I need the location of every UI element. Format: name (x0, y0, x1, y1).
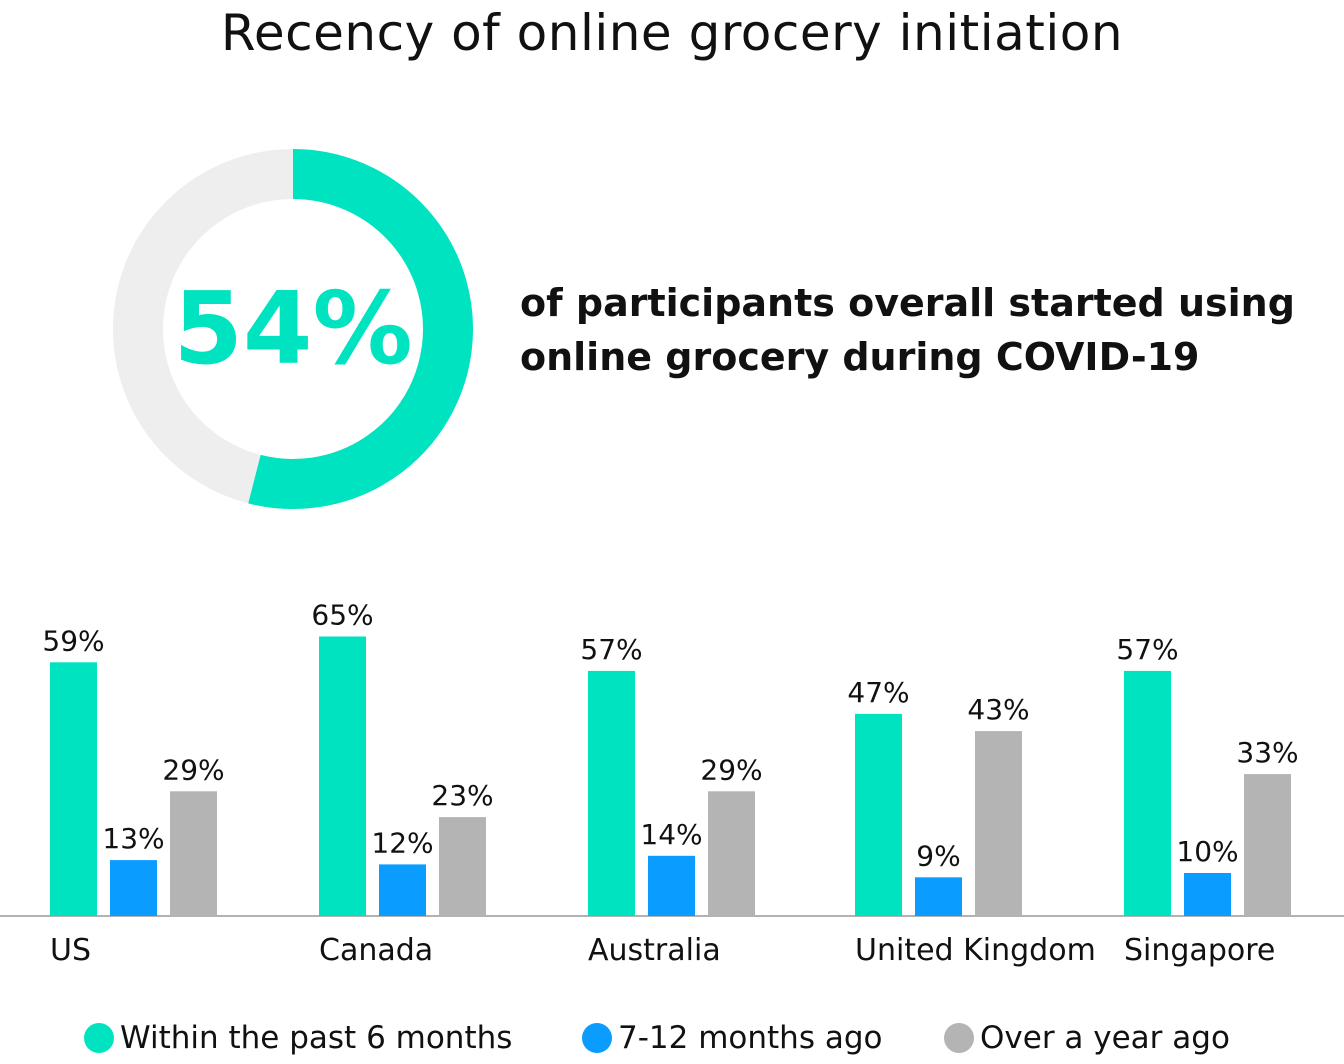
legend-label: 7-12 months ago (618, 1020, 883, 1056)
bar-over-a-year-2 (708, 791, 755, 916)
data-label-over-a-year-4: 33% (1236, 736, 1298, 769)
legend: Within the past 6 months 7-12 months ago O… (84, 1020, 1344, 1064)
bar-7-12-months-4 (1184, 873, 1231, 916)
data-label-over-a-year-0: 29% (162, 753, 224, 786)
data-label-over-a-year-1: 23% (431, 779, 493, 812)
donut-chart (113, 149, 473, 509)
bar-over-a-year-0 (170, 791, 217, 916)
headline-line-1: of participants overall started using (520, 281, 1295, 325)
data-label-7-12-months-4: 10% (1176, 835, 1238, 868)
bar-7-12-months-0 (110, 860, 157, 916)
data-label-7-12-months-2: 14% (640, 818, 702, 851)
bar-7-12-months-1 (379, 864, 426, 916)
legend-item-1: 7-12 months ago (582, 1020, 882, 1056)
data-label-7-12-months-0: 13% (102, 822, 164, 855)
headline-statement: of participants overall started using on… (520, 276, 1320, 384)
data-label-within-6-months-1: 65% (311, 599, 373, 632)
data-label-within-6-months-0: 59% (42, 624, 104, 657)
chart-title: Recency of online grocery initiation (220, 4, 1124, 62)
donut-center-value: 54% (173, 270, 413, 387)
bar-chart: 59% 13% 29% US 65% 12% 23% Canada 57% 14% 29% Austr… (0, 599, 1344, 968)
donut-slice-covid (248, 149, 473, 509)
bar-within-6-months-4 (1124, 670, 1171, 916)
legend-swatch (944, 1023, 974, 1053)
bar-over-a-year-3 (975, 731, 1022, 916)
bar-over-a-year-1 (439, 817, 486, 916)
bar-within-6-months-3 (855, 713, 902, 916)
legend-swatch (582, 1023, 612, 1053)
bar-7-12-months-3 (915, 877, 962, 916)
legend-item-2: Over a year ago (944, 1020, 1230, 1056)
legend-label: Within the past 6 months (120, 1020, 513, 1056)
headline-line-2: online grocery during COVID-19 (520, 335, 1200, 379)
data-label-within-6-months-4: 57% (1116, 633, 1178, 666)
category-label-3: United Kingdom (855, 933, 1096, 968)
data-label-7-12-months-3: 9% (916, 839, 960, 872)
legend-label: Over a year ago (980, 1020, 1230, 1056)
category-label-1: Canada (319, 933, 433, 968)
bar-within-6-months-0 (50, 662, 97, 916)
data-label-7-12-months-1: 12% (371, 826, 433, 859)
legend-swatch (84, 1023, 114, 1053)
bar-within-6-months-1 (319, 636, 366, 916)
category-label-0: US (50, 933, 91, 968)
category-label-4: Singapore (1124, 933, 1275, 968)
category-label-2: Australia (588, 933, 721, 968)
data-label-over-a-year-2: 29% (700, 753, 762, 786)
data-label-over-a-year-3: 43% (967, 693, 1029, 726)
data-label-within-6-months-2: 57% (580, 633, 642, 666)
legend-item-0: Within the past 6 months (84, 1020, 512, 1056)
data-label-within-6-months-3: 47% (847, 676, 909, 709)
bar-over-a-year-4 (1244, 774, 1291, 916)
bar-7-12-months-2 (648, 855, 695, 916)
bar-within-6-months-2 (588, 670, 635, 916)
